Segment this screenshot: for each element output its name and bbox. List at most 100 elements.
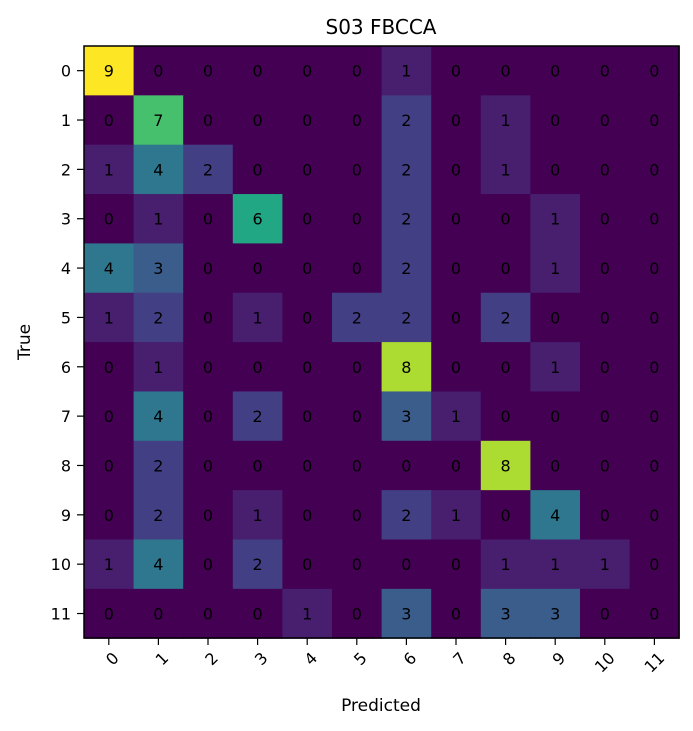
cell-value-label: 1: [451, 407, 461, 426]
heatmap-cell: [332, 95, 383, 146]
x-tick-label: 9: [548, 648, 569, 669]
heatmap-cell: [480, 539, 531, 590]
y-tick-label: 7: [61, 407, 71, 426]
cell-value-label: 0: [253, 259, 263, 278]
heatmap-cell: [480, 342, 531, 393]
heatmap-cell: [183, 490, 234, 541]
cell-value-label: 0: [104, 456, 114, 475]
heatmap-cell: [183, 391, 234, 442]
heatmap-cell: [282, 95, 333, 146]
cell-value-label: 1: [104, 555, 114, 574]
cell-value-label: 3: [401, 605, 411, 624]
heatmap-cell: [530, 539, 581, 590]
heatmap-cell: [629, 391, 680, 442]
cell-value-label: 0: [649, 456, 659, 475]
cell-value-label: 0: [600, 456, 610, 475]
heatmap-cell: [381, 243, 432, 294]
cell-value-label: 0: [302, 210, 312, 229]
heatmap-cell: [629, 95, 680, 146]
heatmap-cell: [282, 440, 333, 491]
heatmap-cell: [381, 144, 432, 195]
cell-value-label: 3: [550, 605, 560, 624]
heatmap-cell: [84, 194, 135, 244]
heatmap-cell: [133, 292, 184, 343]
heatmap-cell: [431, 144, 482, 195]
cell-value-label: 0: [600, 160, 610, 179]
cell-value-label: 2: [153, 308, 163, 327]
heatmap-cell: [84, 440, 135, 491]
heatmap-cell: [332, 490, 383, 541]
y-tick-label: 6: [61, 358, 71, 377]
cell-value-label: 9: [104, 62, 114, 81]
cell-value-label: 0: [104, 210, 114, 229]
cell-value-label: 0: [501, 62, 511, 81]
heatmap-cell: [282, 243, 333, 294]
heatmap-cell: [332, 539, 383, 590]
cell-value-label: 1: [550, 358, 560, 377]
cell-value-label: 0: [600, 111, 610, 130]
heatmap-cell: [530, 144, 581, 195]
heatmap-cell: [183, 539, 234, 590]
cell-value-label: 0: [302, 456, 312, 475]
heatmap-cell: [580, 292, 631, 343]
cell-value-label: 1: [104, 160, 114, 179]
heatmap-cell: [629, 46, 680, 96]
heatmap-cell: [480, 588, 531, 639]
cell-value-label: 0: [600, 358, 610, 377]
cell-value-label: 0: [401, 555, 411, 574]
heatmap-cell: [282, 292, 333, 343]
cell-value-label: 2: [253, 407, 263, 426]
heatmap-cell: [381, 342, 432, 393]
cell-value-label: 0: [451, 555, 461, 574]
heatmap-cell: [183, 46, 234, 96]
y-tick-label: 4: [61, 259, 71, 278]
heatmap-cell: [332, 144, 383, 195]
cell-value-label: 0: [600, 210, 610, 229]
cell-value-label: 0: [649, 605, 659, 624]
x-tick-label: 1: [152, 648, 173, 669]
cell-value-label: 0: [352, 259, 362, 278]
x-tick-label: 0: [102, 648, 123, 669]
x-tick-label: 6: [400, 648, 421, 669]
cell-value-label: 1: [550, 259, 560, 278]
cell-value-label: 0: [550, 62, 560, 81]
cell-value-label: 7: [153, 111, 163, 130]
cell-value-label: 0: [501, 407, 511, 426]
heatmap-cell: [629, 539, 680, 590]
cell-value-label: 0: [501, 259, 511, 278]
heatmap-cell: [282, 342, 333, 393]
cell-value-label: 4: [153, 407, 163, 426]
cell-value-label: 8: [501, 456, 511, 475]
x-tick-label: 11: [640, 648, 668, 676]
cell-value-label: 1: [501, 160, 511, 179]
cell-value-label: 0: [352, 456, 362, 475]
cell-value-label: 0: [649, 160, 659, 179]
heatmap-cell: [431, 46, 482, 96]
x-tick-label: 4: [300, 648, 321, 669]
cell-value-label: 0: [649, 358, 659, 377]
cell-value-label: 0: [649, 555, 659, 574]
heatmap-cell: [232, 440, 283, 491]
cell-value-label: 0: [203, 259, 213, 278]
heatmap-cell: [580, 440, 631, 491]
heatmap-cell: [381, 539, 432, 590]
x-tick-label: 2: [201, 648, 222, 669]
heatmap-cell: [133, 588, 184, 639]
cell-value-label: 0: [302, 555, 312, 574]
heatmap-cell: [629, 194, 680, 244]
cell-value-label: 1: [401, 62, 411, 81]
heatmap-cell: [133, 46, 184, 96]
cell-value-label: 0: [352, 111, 362, 130]
heatmap-cell: [183, 194, 234, 244]
cell-value-label: 0: [253, 358, 263, 377]
cell-value-label: 0: [352, 210, 362, 229]
cell-value-label: 0: [352, 506, 362, 525]
heatmap-cell: [480, 391, 531, 442]
cell-value-label: 1: [451, 506, 461, 525]
cell-value-label: 0: [600, 506, 610, 525]
cell-value-label: 2: [401, 259, 411, 278]
cell-value-label: 0: [600, 407, 610, 426]
cell-value-label: 0: [203, 456, 213, 475]
heatmap-cell: [629, 292, 680, 343]
